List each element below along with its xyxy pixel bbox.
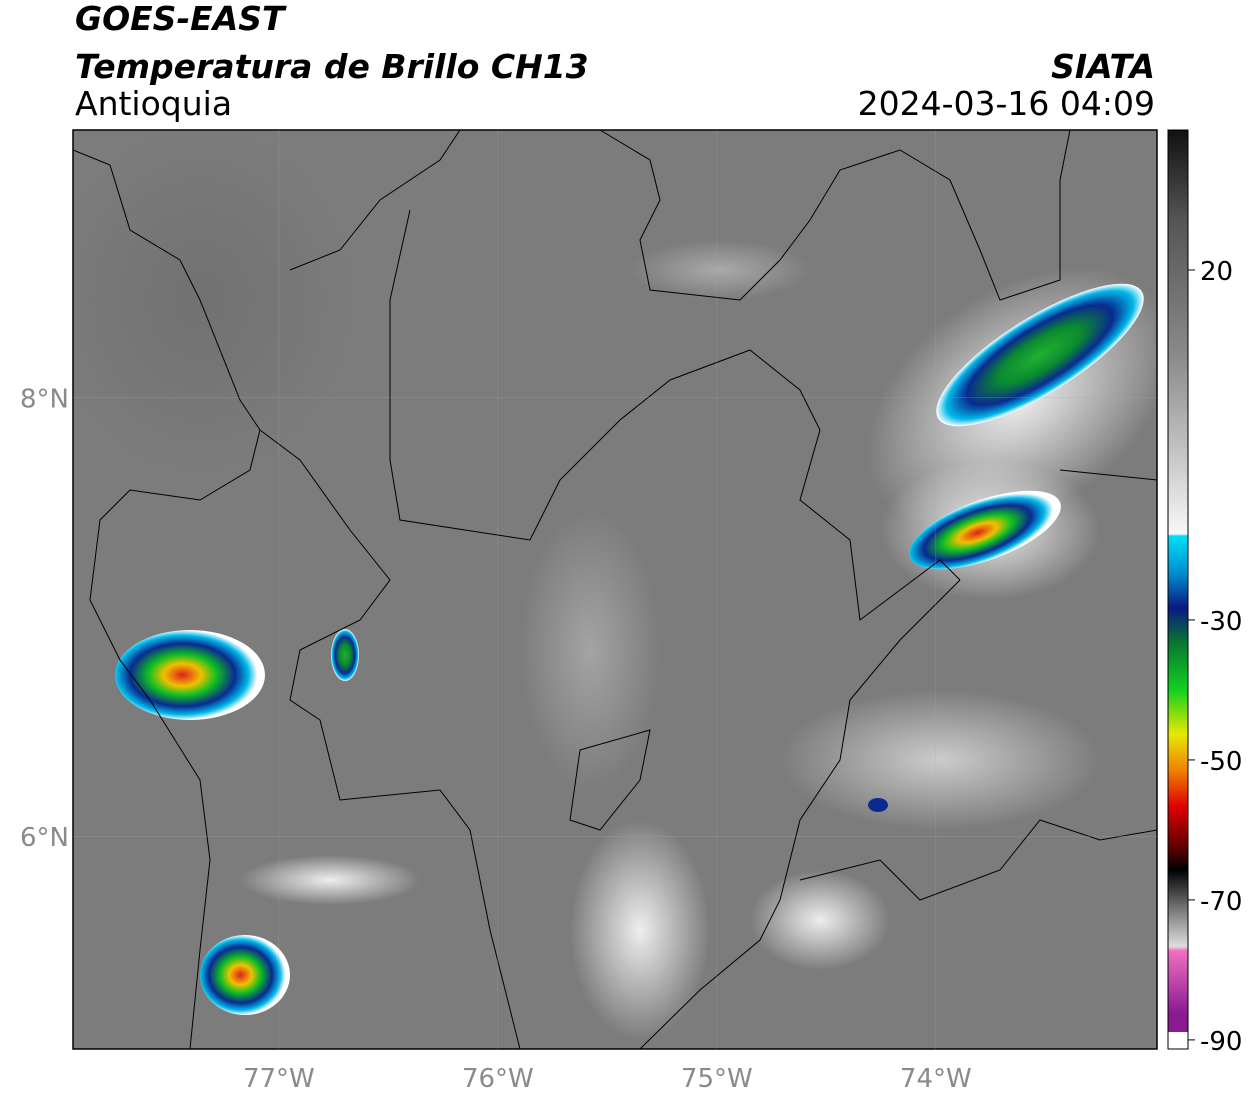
colorbar-tick-label: -30 bbox=[1200, 607, 1242, 637]
timestamp: 2024-03-16 04:09 bbox=[858, 84, 1155, 123]
subtitle: Temperatura de Brillo CH13 bbox=[75, 47, 589, 86]
map-frame bbox=[72, 129, 1158, 1050]
title: GOES-EAST bbox=[75, 0, 287, 38]
colorbar-tick-label: -70 bbox=[1200, 887, 1242, 917]
satellite-image bbox=[73, 130, 1157, 1049]
lon-tick-label: 74°W bbox=[900, 1064, 972, 1094]
lat-tick-label: 8°N bbox=[20, 385, 69, 415]
region: Antioquia bbox=[75, 84, 232, 123]
lon-tick-label: 76°W bbox=[462, 1064, 534, 1094]
colorbar bbox=[1168, 130, 1188, 1032]
colorbar-tick-label: -90 bbox=[1200, 1027, 1242, 1057]
colorbar-tick-label: 20 bbox=[1200, 257, 1233, 287]
lon-tick-label: 77°W bbox=[243, 1064, 315, 1094]
source: SIATA bbox=[1051, 47, 1155, 86]
lon-tick-label: 75°W bbox=[681, 1064, 753, 1094]
lat-tick-label: 6°N bbox=[20, 823, 69, 853]
colorbar-frame bbox=[1167, 129, 1189, 1050]
colorbar-tick-label: -50 bbox=[1200, 747, 1242, 777]
